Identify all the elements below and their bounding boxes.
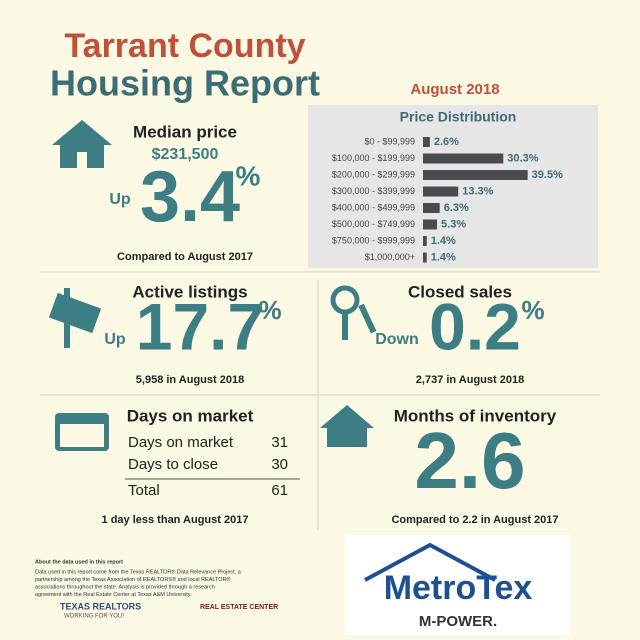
data-label: 6.3% [444,202,469,214]
data-label: 1.4% [431,235,456,247]
about-line: associations throughout the state. Analy… [35,584,215,590]
bar [423,236,427,246]
title: Tarrant County [64,27,305,65]
heading: Months of inventory [394,406,557,425]
house-icon [52,120,112,168]
row-value: 61 [271,482,288,499]
note: Compared to 2.2 in August 2017 [391,514,558,526]
unit: % [258,295,281,325]
direction: Up [109,191,131,208]
key-icon [358,303,377,334]
house-icon [320,405,374,447]
heading: Closed sales [408,282,512,301]
logo-roof [364,542,496,582]
note: Compared to August 2017 [117,251,253,263]
sign-icon [48,292,102,334]
unit: % [521,295,544,325]
logo-box [345,535,570,635]
price: $231,500 [152,146,219,163]
change: 3.4 [140,157,240,237]
bar [423,137,430,147]
category-label: $1,000,000+ [365,252,415,262]
logo-tag: M-POWER. [419,613,497,630]
key-icon [342,310,348,340]
bar [423,153,504,164]
bar-chart: $0 - $99,999 2.6% $100,000 - $199,999 30.3%… [332,136,563,264]
about-line: Data used in this report come from the T… [35,568,242,575]
bar [423,203,440,213]
bar [423,170,528,180]
category-label: $200,000 - $299,999 [332,169,415,179]
heading: Median price [133,122,237,141]
unit: % [236,160,261,191]
about-text: Data used in this report come from the T… [35,568,242,598]
logo: REAL ESTATE CENTER [200,604,278,611]
category-label: $300,000 - $399,999 [332,186,415,196]
logo: TEXAS REALTORS [60,601,141,611]
change: 0.2 [429,289,521,363]
heading: Days on market [127,406,254,425]
icon-part [60,424,104,447]
note: 1 day less than August 2017 [102,514,249,526]
category-label: $400,000 - $499,999 [332,202,415,212]
bar [423,186,459,197]
table: Days on market 31 Days to close 30 Total 61 [128,434,288,499]
direction: Up [104,331,126,348]
bar [423,252,427,263]
icon-part [77,152,87,168]
note: 2,737 in August 2018 [416,374,524,386]
logo-tag: WORKING FOR YOU! [64,614,124,620]
bar [423,219,438,230]
category-label: $750,000 - $999,999 [332,235,415,245]
chart-title: Price Distribution [400,109,517,125]
value: 2.6 [414,416,525,505]
change: 17.7 [136,289,264,363]
about-title: About the data used in this report [35,559,123,565]
row-label: Total [128,482,160,499]
about-line: agreement with the Real Estate Center at… [35,592,192,598]
title: Housing Report [50,63,320,104]
note: 5,958 in August 2018 [136,374,244,386]
category-label: $100,000 - $199,999 [332,153,415,163]
data-label: 2.6% [434,136,459,148]
heading: Active listings [132,282,247,301]
about-line: partnership among the Texas Association … [35,576,231,583]
data-label: 13.3% [462,185,493,197]
category-label: $500,000 - $749,999 [332,219,415,229]
category-label: $0 - $99,999 [364,136,415,146]
row-label: Days on market [128,434,234,451]
data-label: 39.5% [532,169,563,181]
data-label: 5.3% [441,218,466,230]
data-label: 1.4% [431,251,456,263]
period: August 2018 [410,81,499,98]
direction: Down [375,331,419,348]
data-label: 30.3% [507,152,538,164]
row-label: Days to close [128,456,218,473]
row-value: 31 [271,434,288,451]
row-value: 30 [271,456,288,473]
logo: MetroTex [384,569,533,607]
